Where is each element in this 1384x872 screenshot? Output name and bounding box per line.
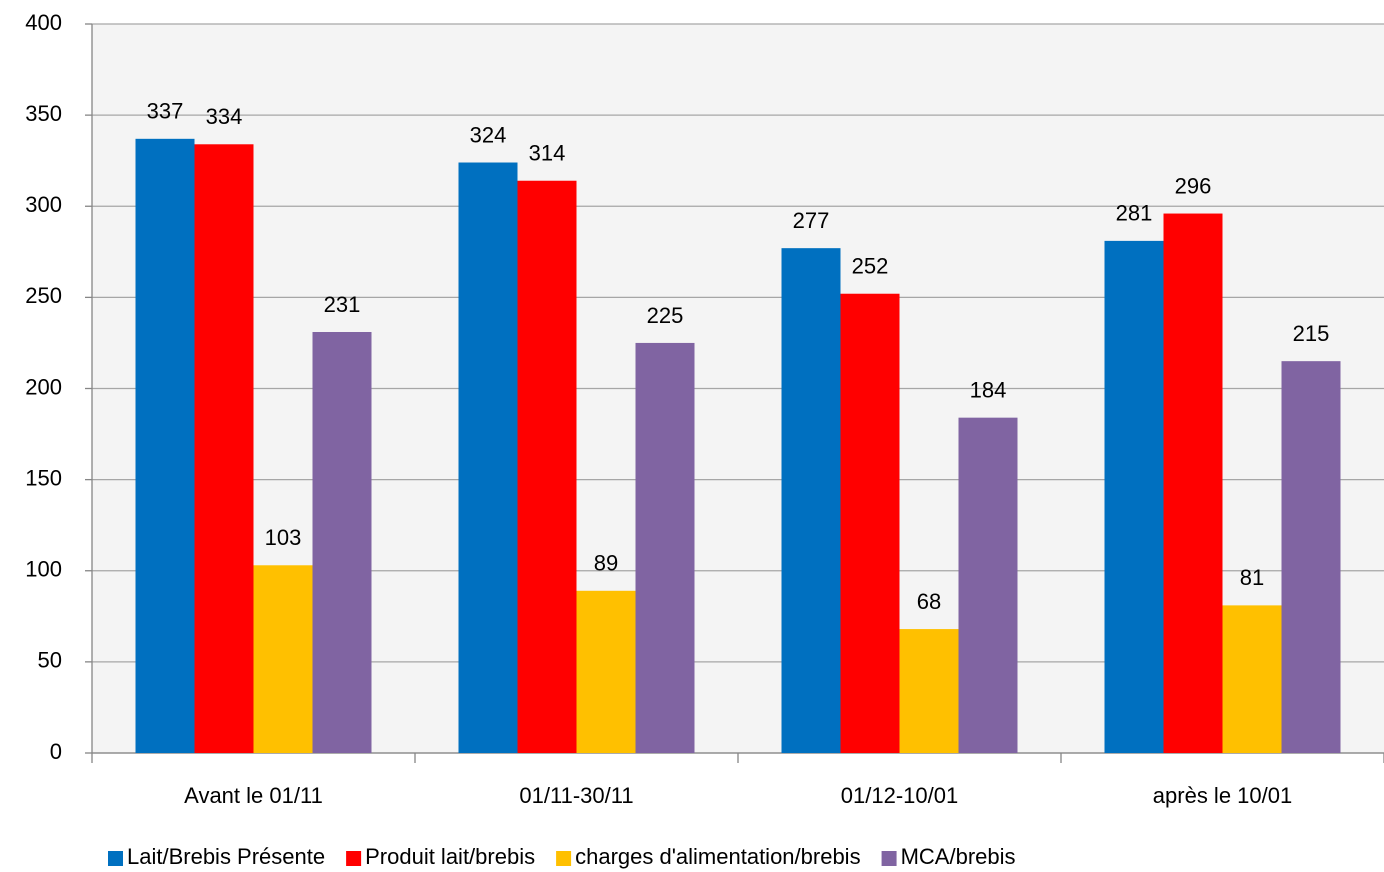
y-tick-label: 250: [25, 283, 62, 308]
value-label: 225: [647, 303, 684, 328]
y-tick-label: 50: [38, 648, 62, 673]
bar: [899, 629, 959, 753]
bar: [958, 417, 1018, 753]
value-label: 337: [147, 99, 184, 124]
value-label: 281: [1116, 201, 1153, 226]
value-label: 184: [970, 377, 1007, 402]
legend-label: MCA/brebis: [901, 844, 1016, 869]
value-label: 277: [793, 208, 830, 233]
value-label: 314: [529, 141, 566, 166]
bar: [458, 162, 518, 753]
y-tick-label: 300: [25, 192, 62, 217]
bar: [576, 590, 636, 753]
value-label: 103: [265, 525, 302, 550]
legend-swatch: [556, 851, 572, 866]
value-label: 89: [594, 551, 618, 576]
legend-swatch: [346, 851, 362, 866]
x-tick-label: 01/11-30/11: [519, 783, 633, 808]
x-tick-label: après le 10/01: [1153, 783, 1292, 808]
legend-label: charges d'alimentation/brebis: [575, 844, 860, 869]
value-label: 334: [206, 104, 243, 129]
bar: [840, 293, 900, 753]
value-label: 215: [1293, 321, 1330, 346]
bar: [635, 342, 695, 753]
value-label: 324: [470, 122, 507, 147]
value-label: 81: [1240, 565, 1264, 590]
bar: [1281, 361, 1341, 753]
value-label: 296: [1175, 173, 1212, 198]
bar: [135, 138, 195, 753]
bar: [1163, 213, 1223, 754]
legend-swatch: [108, 851, 123, 866]
x-tick-label: Avant le 01/11: [184, 783, 323, 808]
bar: [517, 180, 577, 754]
bar: [312, 332, 372, 753]
x-tick-label: 01/12-10/01: [841, 783, 958, 808]
value-label: 68: [917, 589, 941, 614]
bar: [253, 565, 313, 753]
y-tick-label: 100: [25, 557, 62, 582]
y-tick-label: 400: [25, 10, 62, 35]
value-label: 231: [324, 292, 361, 317]
value-label: 252: [852, 254, 889, 279]
y-tick-label: 150: [25, 465, 62, 490]
y-tick-label: 350: [25, 101, 62, 126]
bar: [1222, 605, 1282, 753]
y-tick-label: 0: [50, 739, 62, 764]
y-tick-label: 200: [25, 374, 62, 399]
legend-swatch: [881, 851, 897, 866]
legend-label: Produit lait/brebis: [365, 844, 535, 869]
legend-label: Lait/Brebis Présente: [127, 844, 325, 869]
bar: [194, 144, 254, 753]
bar: [1104, 240, 1164, 753]
bar: [781, 248, 841, 754]
